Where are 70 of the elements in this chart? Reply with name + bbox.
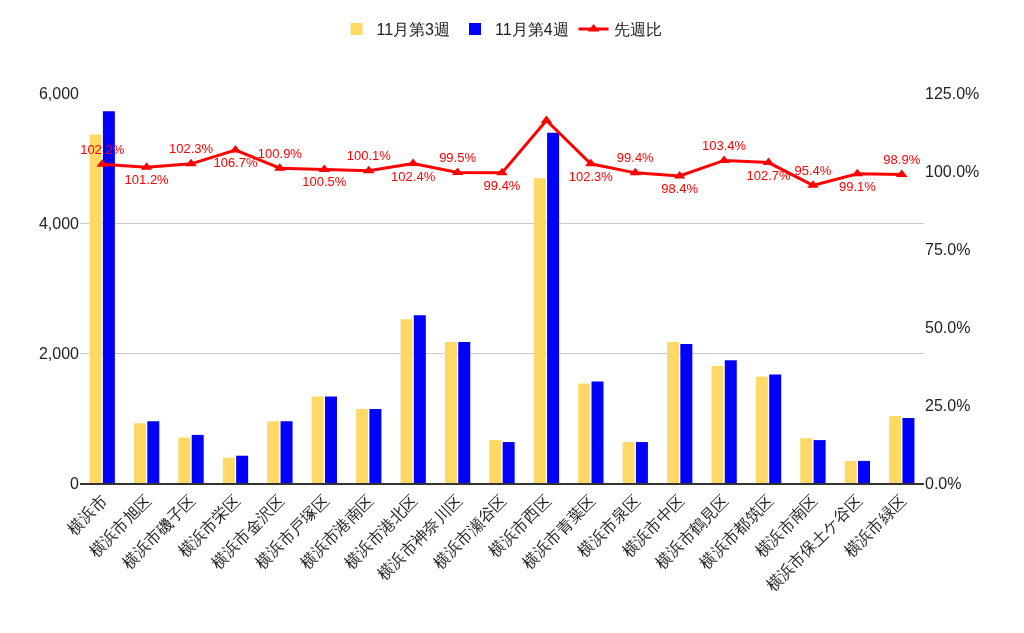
- y2-tick-label: 0.0%: [925, 474, 962, 492]
- data-label: 99.5%: [439, 150, 477, 166]
- bar: [489, 440, 502, 483]
- point: [585, 158, 597, 167]
- data-label: 99.4%: [483, 177, 521, 193]
- bar: [533, 178, 546, 483]
- data-label: 100.9%: [257, 145, 303, 161]
- bar: [444, 341, 457, 483]
- bar: [635, 442, 648, 483]
- data-label: 100.5%: [302, 174, 347, 190]
- y2-tick-label: 100.0%: [925, 162, 980, 180]
- bar: [236, 455, 249, 483]
- data-label: 99.1%: [838, 178, 877, 194]
- bar: [502, 442, 515, 483]
- bar: [280, 421, 293, 483]
- bar: [813, 440, 826, 483]
- y-tick-label: 0: [70, 474, 80, 492]
- data-label: 102.7%: [746, 167, 792, 183]
- bar: [800, 438, 813, 483]
- bar: [147, 421, 160, 483]
- legend-label: 11月第3週: [376, 21, 451, 39]
- bar: [622, 442, 635, 483]
- y2-tick-label: 75.0%: [925, 240, 971, 258]
- bar: [311, 396, 324, 483]
- bar: [191, 434, 204, 483]
- data-label: 101.2%: [124, 172, 170, 188]
- point: [407, 158, 419, 167]
- bar: [324, 396, 337, 483]
- bar: [458, 341, 471, 483]
- bar: [680, 343, 693, 483]
- data-label: 102.4%: [391, 168, 436, 184]
- y2-tick-label: 125.0%: [925, 84, 980, 102]
- bar: [769, 374, 782, 483]
- legend-label: 11月第4週: [495, 21, 569, 39]
- data-label: 102.3%: [568, 168, 614, 184]
- y-tick-label: 6,000: [38, 84, 80, 102]
- data-label: 100.1%: [346, 148, 392, 164]
- bar: [400, 319, 413, 483]
- bar: [755, 376, 768, 483]
- bar: [858, 460, 871, 483]
- y2-tick-label: 25.0%: [925, 396, 971, 414]
- data-label: 102.2%: [80, 141, 125, 157]
- data-label: 98.9%: [883, 151, 921, 167]
- data-label: 95.4%: [794, 162, 832, 178]
- bar: [844, 460, 857, 483]
- bar: [413, 315, 426, 483]
- y-tick-label: 2,000: [38, 344, 80, 362]
- bar: [889, 416, 902, 483]
- data-label: 106.7%: [213, 155, 258, 171]
- bar: [724, 360, 737, 483]
- bar: [133, 423, 146, 483]
- bar: [547, 132, 560, 483]
- bar: [222, 457, 235, 483]
- legend-label: 先週比: [613, 21, 662, 39]
- bar: [356, 408, 369, 483]
- y-tick-label: 4,000: [38, 214, 80, 232]
- bar: [578, 383, 591, 483]
- data-label: 102.3%: [169, 141, 214, 157]
- bar: [902, 418, 915, 483]
- data-label: 103.4%: [702, 137, 747, 153]
- y2-tick-label: 50.0%: [925, 318, 971, 336]
- bar: [711, 366, 724, 483]
- data-label: 98.4%: [661, 180, 699, 196]
- bar: [667, 341, 680, 483]
- bar: [178, 437, 191, 483]
- bar: [591, 381, 604, 483]
- bar: [369, 408, 382, 483]
- data-label: 99.4%: [616, 150, 655, 166]
- point: [185, 158, 197, 167]
- bar: [267, 421, 280, 483]
